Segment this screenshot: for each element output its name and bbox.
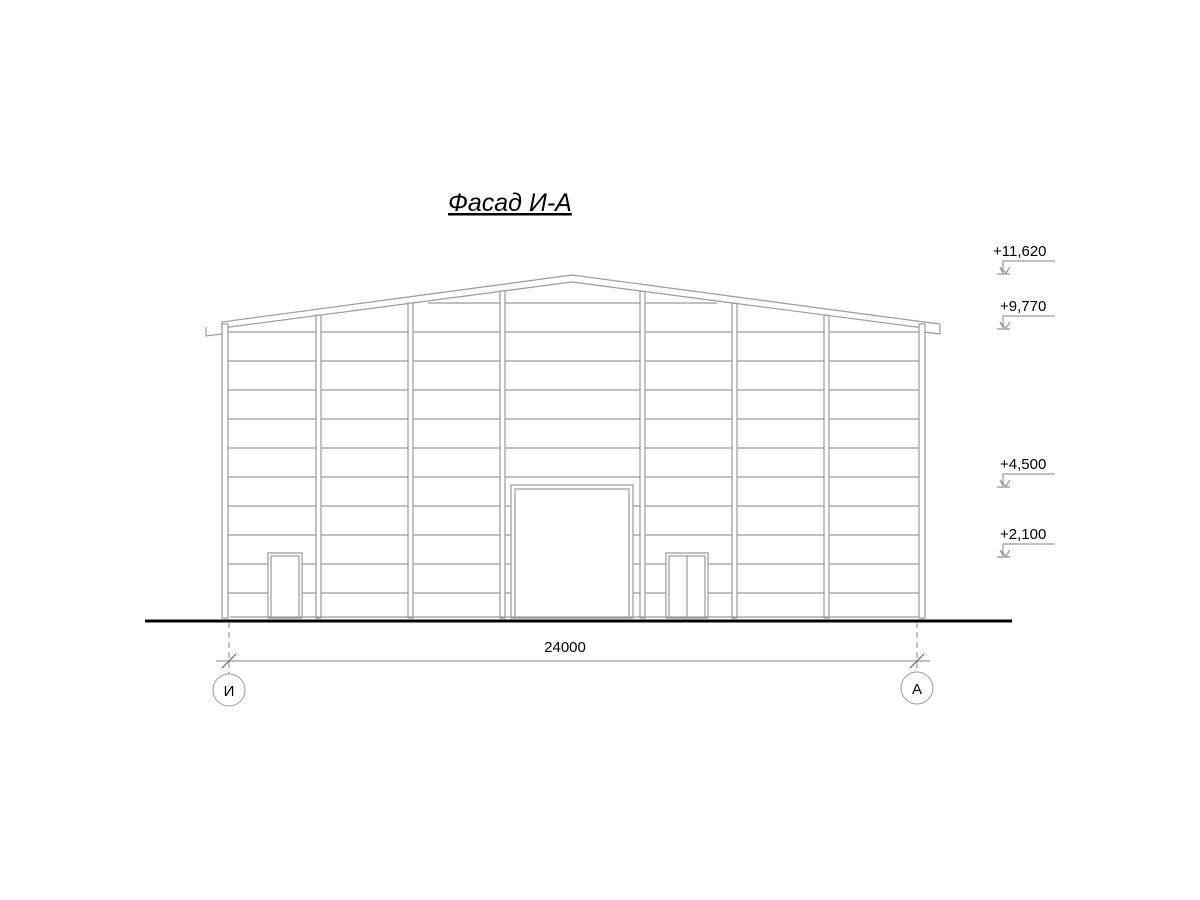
level-symbol — [999, 473, 1055, 487]
column — [315, 314, 322, 619]
door-left — [270, 555, 300, 619]
dimension-text: 24000 — [544, 639, 586, 656]
level-mark: +2,100 — [997, 526, 1055, 558]
roof-inner-line — [221, 281, 925, 329]
dimension-tick-left — [221, 653, 237, 669]
drawing-title: Фасад И-А — [448, 189, 572, 217]
level-mark: +11,620 — [993, 243, 1055, 275]
wall-columns — [315, 290, 830, 619]
wall-right — [918, 323, 926, 619]
level-symbol — [999, 315, 1055, 329]
level-text: +4,500 — [1000, 456, 1046, 473]
level-mark: +9,770 — [997, 298, 1055, 330]
building-elevation — [205, 274, 941, 619]
column — [731, 302, 738, 619]
axis-label-left: И — [224, 683, 235, 700]
level-symbol — [999, 543, 1055, 557]
column — [407, 302, 414, 619]
level-symbol — [999, 260, 1055, 274]
level-text: +9,770 — [1000, 298, 1046, 315]
column — [499, 290, 506, 619]
axis-label-right: А — [912, 681, 922, 698]
column — [639, 290, 646, 619]
level-text: +11,620 — [993, 243, 1047, 260]
axis-marker-right — [900, 671, 934, 705]
level-text: +2,100 — [1000, 526, 1046, 543]
gate — [514, 488, 630, 619]
roof-outline — [205, 274, 941, 337]
wall-left — [221, 323, 229, 619]
axis-marker-left — [212, 673, 246, 707]
dimension-tick-right — [909, 653, 925, 669]
column — [823, 314, 830, 619]
level-mark: +4,500 — [997, 456, 1055, 488]
